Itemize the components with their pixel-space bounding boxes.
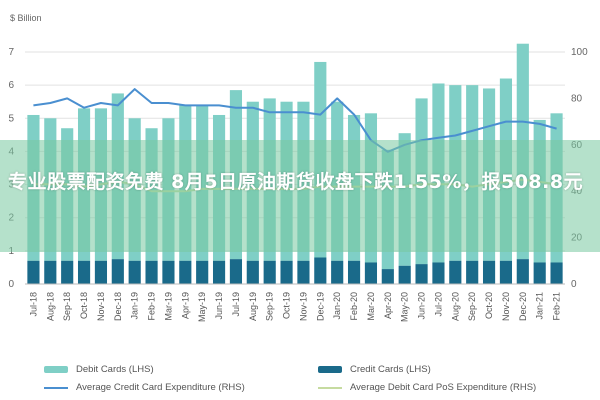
x-tick-label: Feb-19 <box>147 292 157 321</box>
bar-credit-cards <box>61 260 74 284</box>
legend-label-debit-cards: Debit Cards (LHS) <box>76 364 154 375</box>
x-tick-label: Dec-19 <box>315 292 325 321</box>
x-tick-label: Jun-19 <box>214 292 224 320</box>
y-tick-label-left: 5 <box>8 113 14 124</box>
x-tick-label: Sep-20 <box>467 292 477 321</box>
legend-swatch-credit-cards <box>318 366 342 373</box>
bar-credit-cards <box>111 259 124 284</box>
x-tick-label: Aug-18 <box>45 292 55 321</box>
x-tick-label: Aug-20 <box>450 292 460 321</box>
bar-credit-cards <box>297 260 310 284</box>
x-tick-label: Apr-19 <box>180 292 190 319</box>
legend-item-avg-credit-expenditure: Average Credit Card Expenditure (RHS) <box>44 382 245 393</box>
x-tick-label: Jan-19 <box>130 292 140 320</box>
x-tick-label: Apr-20 <box>383 292 393 319</box>
bar-credit-cards <box>145 260 158 284</box>
x-tick-label: Sep-19 <box>265 292 275 321</box>
bar-credit-cards <box>415 264 428 284</box>
bar-credit-cards <box>263 260 276 284</box>
x-tick-label: Feb-20 <box>349 292 359 321</box>
bar-credit-cards <box>246 260 259 284</box>
legend-swatch-avg-credit-expenditure <box>44 386 68 389</box>
bar-credit-cards <box>466 260 479 284</box>
y-axis-label-left: $ Billion <box>10 13 42 23</box>
x-tick-label: Jun-20 <box>417 292 427 320</box>
line-avg-credit-card-expenditure <box>33 88 557 153</box>
bar-credit-cards <box>482 260 496 284</box>
x-tick-label: May-20 <box>400 292 410 322</box>
x-tick-label: Jul-20 <box>433 292 443 317</box>
bar-credit-cards <box>212 260 226 284</box>
legend-item-debit-cards: Debit Cards (LHS) <box>44 364 154 375</box>
x-tick-label: Nov-19 <box>298 292 308 321</box>
bar-credit-cards <box>128 260 141 284</box>
legend: Debit Cards (LHS) Credit Cards (LHS) Ave… <box>0 360 600 400</box>
legend-label-avg-debit-pos-expenditure: Average Debit Card PoS Expenditure (RHS) <box>350 382 537 393</box>
x-tick-label: Jul-18 <box>28 292 38 317</box>
y-tick-label-right: 80 <box>571 93 583 104</box>
x-tick-label: Dec-18 <box>113 292 123 321</box>
x-tick-label: Jan-20 <box>332 292 342 320</box>
x-tick-label: Mar-20 <box>366 292 376 321</box>
bar-credit-cards <box>196 260 209 284</box>
x-tick-label: Jul-19 <box>231 292 241 317</box>
y-tick-label-left: 0 <box>8 279 14 290</box>
overlay-headline: 专业股票配资免费 8月5日原油期货收盘下跌1.55%，报508.8元 <box>8 171 584 193</box>
bar-credit-cards <box>449 260 462 284</box>
x-tick-label: Mar-19 <box>163 292 173 321</box>
bar-credit-cards <box>550 262 563 284</box>
y-tick-label-right: 0 <box>571 279 577 290</box>
bar-credit-cards <box>280 260 293 284</box>
x-tick-label: Sep-18 <box>62 292 72 321</box>
bar-credit-cards <box>179 260 192 284</box>
legend-item-credit-cards: Credit Cards (LHS) <box>318 364 431 375</box>
bar-credit-cards <box>347 260 361 284</box>
bar-credit-cards <box>314 257 327 284</box>
x-tick-label: Oct-19 <box>282 292 292 319</box>
x-tick-label: Jan-21 <box>535 292 545 320</box>
legend-label-avg-credit-expenditure: Average Credit Card Expenditure (RHS) <box>76 382 245 393</box>
x-tick-label: Aug-19 <box>248 292 258 321</box>
bar-credit-cards <box>516 259 529 284</box>
legend-item-avg-debit-pos-expenditure: Average Debit Card PoS Expenditure (RHS) <box>318 382 536 393</box>
bar-credit-cards <box>432 262 445 284</box>
x-tick-label: Oct-20 <box>484 292 494 319</box>
x-tick-label: Feb-21 <box>552 292 562 321</box>
y-tick-label-left: 6 <box>8 80 14 91</box>
bar-credit-cards <box>381 269 394 284</box>
legend-swatch-avg-debit-pos-expenditure <box>318 386 342 389</box>
bar-credit-cards <box>77 260 91 284</box>
bar-credit-cards <box>364 262 378 284</box>
bar-credit-cards <box>499 260 513 284</box>
x-tick-label: Dec-20 <box>518 292 528 321</box>
x-tick-label: May-19 <box>197 292 207 322</box>
bar-credit-cards <box>162 260 175 284</box>
bar-credit-cards <box>94 260 108 284</box>
bar-credit-cards <box>533 262 546 284</box>
bar-credit-cards <box>44 260 57 284</box>
bar-credit-cards <box>229 259 243 284</box>
bar-credit-cards <box>27 260 40 284</box>
x-tick-label: Nov-18 <box>96 292 106 321</box>
bar-credit-cards <box>398 265 411 284</box>
legend-swatch-debit-cards <box>44 366 68 373</box>
y-tick-label-right: 100 <box>571 47 588 58</box>
overlay-banner <box>0 140 600 252</box>
x-tick-label: Nov-20 <box>501 292 511 321</box>
x-tick-label: Oct-18 <box>79 292 89 319</box>
y-tick-label-left: 7 <box>8 47 14 58</box>
bar-credit-cards <box>331 260 344 284</box>
legend-label-credit-cards: Credit Cards (LHS) <box>350 364 431 375</box>
